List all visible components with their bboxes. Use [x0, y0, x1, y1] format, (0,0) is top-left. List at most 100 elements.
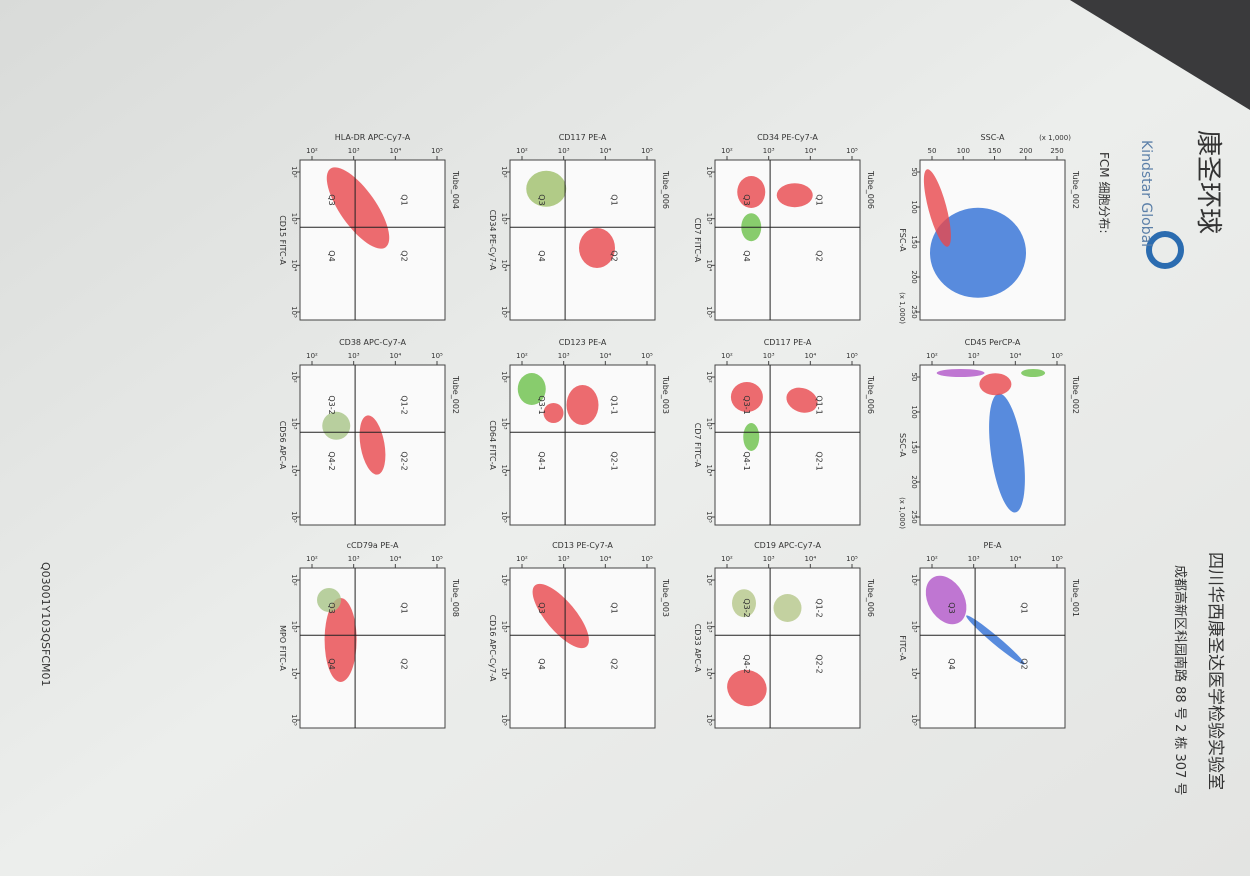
y-tick-label: 10⁵	[500, 306, 508, 318]
cell-cluster	[727, 669, 767, 707]
x-tick-label: 10²	[721, 555, 733, 563]
plot-frame	[714, 159, 861, 321]
cell-cluster	[979, 373, 1012, 396]
y-tick-label: 10⁴	[910, 667, 918, 679]
y-tick-label: 150	[910, 235, 918, 248]
logo-cn: 康圣环球	[1193, 130, 1223, 234]
y-tick-label: 10²	[290, 166, 298, 178]
x-tick-label: 10⁵	[641, 555, 653, 563]
x-tick-label: 250	[1050, 147, 1063, 155]
tube-label: Tube_006	[866, 170, 875, 209]
y-scale-note: (x 1,000)	[898, 292, 906, 324]
cell-cluster	[773, 594, 802, 622]
y-tick-label: 10⁴	[290, 464, 298, 476]
x-scale-note: (x 1,000)	[1039, 134, 1071, 142]
y-axis-label: CD7 FITC-A	[693, 423, 702, 468]
x-tick-label: 10²	[926, 352, 938, 360]
y-tick-label: 10³	[290, 418, 298, 430]
quadrant-label: Q3	[327, 602, 336, 613]
lab-name: 四川华西康圣达医学检验实验室	[1205, 552, 1225, 790]
x-tick-label: 10³	[348, 147, 360, 155]
x-tick-label: 10⁴	[599, 147, 611, 155]
cell-cluster	[566, 385, 599, 425]
y-tick-label: 250	[910, 305, 918, 318]
x-tick-label: 10⁴	[389, 555, 401, 563]
quadrant-label: Q4	[537, 658, 546, 669]
x-tick-label: 100	[957, 147, 970, 155]
quadrant-label: Q1-2	[815, 598, 824, 617]
y-scale-note: (x 1,000)	[898, 497, 906, 529]
y-tick-label: 10³	[500, 418, 508, 430]
tube-label: Tube_002	[1071, 375, 1080, 414]
quadrant-label: Q4	[742, 250, 751, 261]
y-tick-label: 10²	[290, 371, 298, 383]
tube-label: Tube_002	[451, 375, 460, 414]
y-axis-label: FITC-A	[898, 635, 907, 661]
x-tick-label: 10⁴	[599, 352, 611, 360]
x-tick-label: 10³	[763, 555, 775, 563]
y-axis-label: MPO FITC-A	[278, 625, 287, 671]
quadrant-label: Q3	[947, 602, 956, 613]
cell-cluster	[730, 382, 763, 412]
y-tick-label: 10³	[500, 213, 508, 225]
quadrant-label: Q1-1	[610, 395, 619, 414]
cell-cluster	[526, 170, 567, 207]
plot-frame	[714, 567, 861, 729]
x-tick-label: 10⁴	[804, 555, 816, 563]
y-axis-label: CD7 FITC-A	[693, 218, 702, 263]
x-tick-label: 200	[1019, 147, 1032, 155]
y-tick-label: 10³	[500, 621, 508, 633]
cell-cluster	[936, 369, 985, 377]
x-tick-label: 10⁵	[846, 352, 858, 360]
cell-cluster	[930, 207, 1026, 298]
x-axis-label: HLA-DR APC-Cy7-A	[335, 133, 411, 142]
x-tick-label: 10³	[348, 352, 360, 360]
y-tick-label: 10⁵	[290, 306, 298, 318]
x-tick-label: 10⁵	[1051, 555, 1063, 563]
cell-cluster	[776, 183, 813, 208]
cell-cluster	[966, 615, 1025, 665]
y-tick-label: 10³	[705, 418, 713, 430]
y-tick-label: 50	[910, 373, 918, 382]
quadrant-label: Q2-2	[815, 654, 824, 673]
y-tick-label: 100	[910, 200, 918, 213]
x-axis-label: cCD79a PE-A	[347, 541, 399, 550]
quadrant-label: Q4	[327, 658, 336, 669]
quadrant-label: Q3-2	[742, 598, 751, 617]
x-tick-label: 10⁵	[431, 555, 443, 563]
cell-cluster	[359, 415, 386, 475]
y-tick-label: 10⁵	[290, 714, 298, 726]
tube-label: Tube_006	[866, 578, 875, 617]
cell-cluster	[322, 411, 351, 440]
y-tick-label: 10³	[705, 621, 713, 633]
x-axis-label: CD38 APC-Cy7-A	[339, 338, 406, 347]
quadrant-label: Q3-1	[537, 395, 546, 414]
y-tick-label: 10⁵	[705, 714, 713, 726]
y-tick-label: 10⁴	[705, 259, 713, 271]
cell-cluster	[743, 423, 760, 451]
lab-address: 成都高新区科园南路 88 号 2 栋 307 号	[1172, 565, 1188, 795]
quadrant-label: Q3	[742, 194, 751, 205]
y-tick-label: 10²	[290, 574, 298, 586]
tube-label: Tube_001	[1071, 578, 1080, 617]
quadrant-label: Q1-2	[400, 395, 409, 414]
x-tick-label: 10²	[926, 555, 938, 563]
quadrant-label: Q4	[327, 250, 336, 261]
tube-label: Tube_006	[866, 375, 875, 414]
x-tick-label: 10²	[721, 352, 733, 360]
y-tick-label: 10³	[290, 621, 298, 633]
y-axis-label: CD56 APC-A	[278, 421, 287, 470]
quadrant-label: Q2	[815, 250, 824, 261]
y-tick-label: 200	[910, 475, 918, 488]
quadrant-label: Q2-2	[400, 451, 409, 470]
logo-mark	[1146, 231, 1184, 269]
x-tick-label: 10⁴	[1009, 352, 1021, 360]
y-tick-label: 10³	[910, 621, 918, 633]
y-tick-label: 200	[910, 270, 918, 283]
x-tick-label: 10⁴	[599, 555, 611, 563]
cell-cluster	[579, 228, 615, 268]
y-tick-label: 10⁵	[705, 511, 713, 523]
x-axis-label: CD13 PE-Cy7-A	[552, 541, 613, 550]
x-tick-label: 10⁵	[641, 352, 653, 360]
y-tick-label: 250	[910, 510, 918, 523]
